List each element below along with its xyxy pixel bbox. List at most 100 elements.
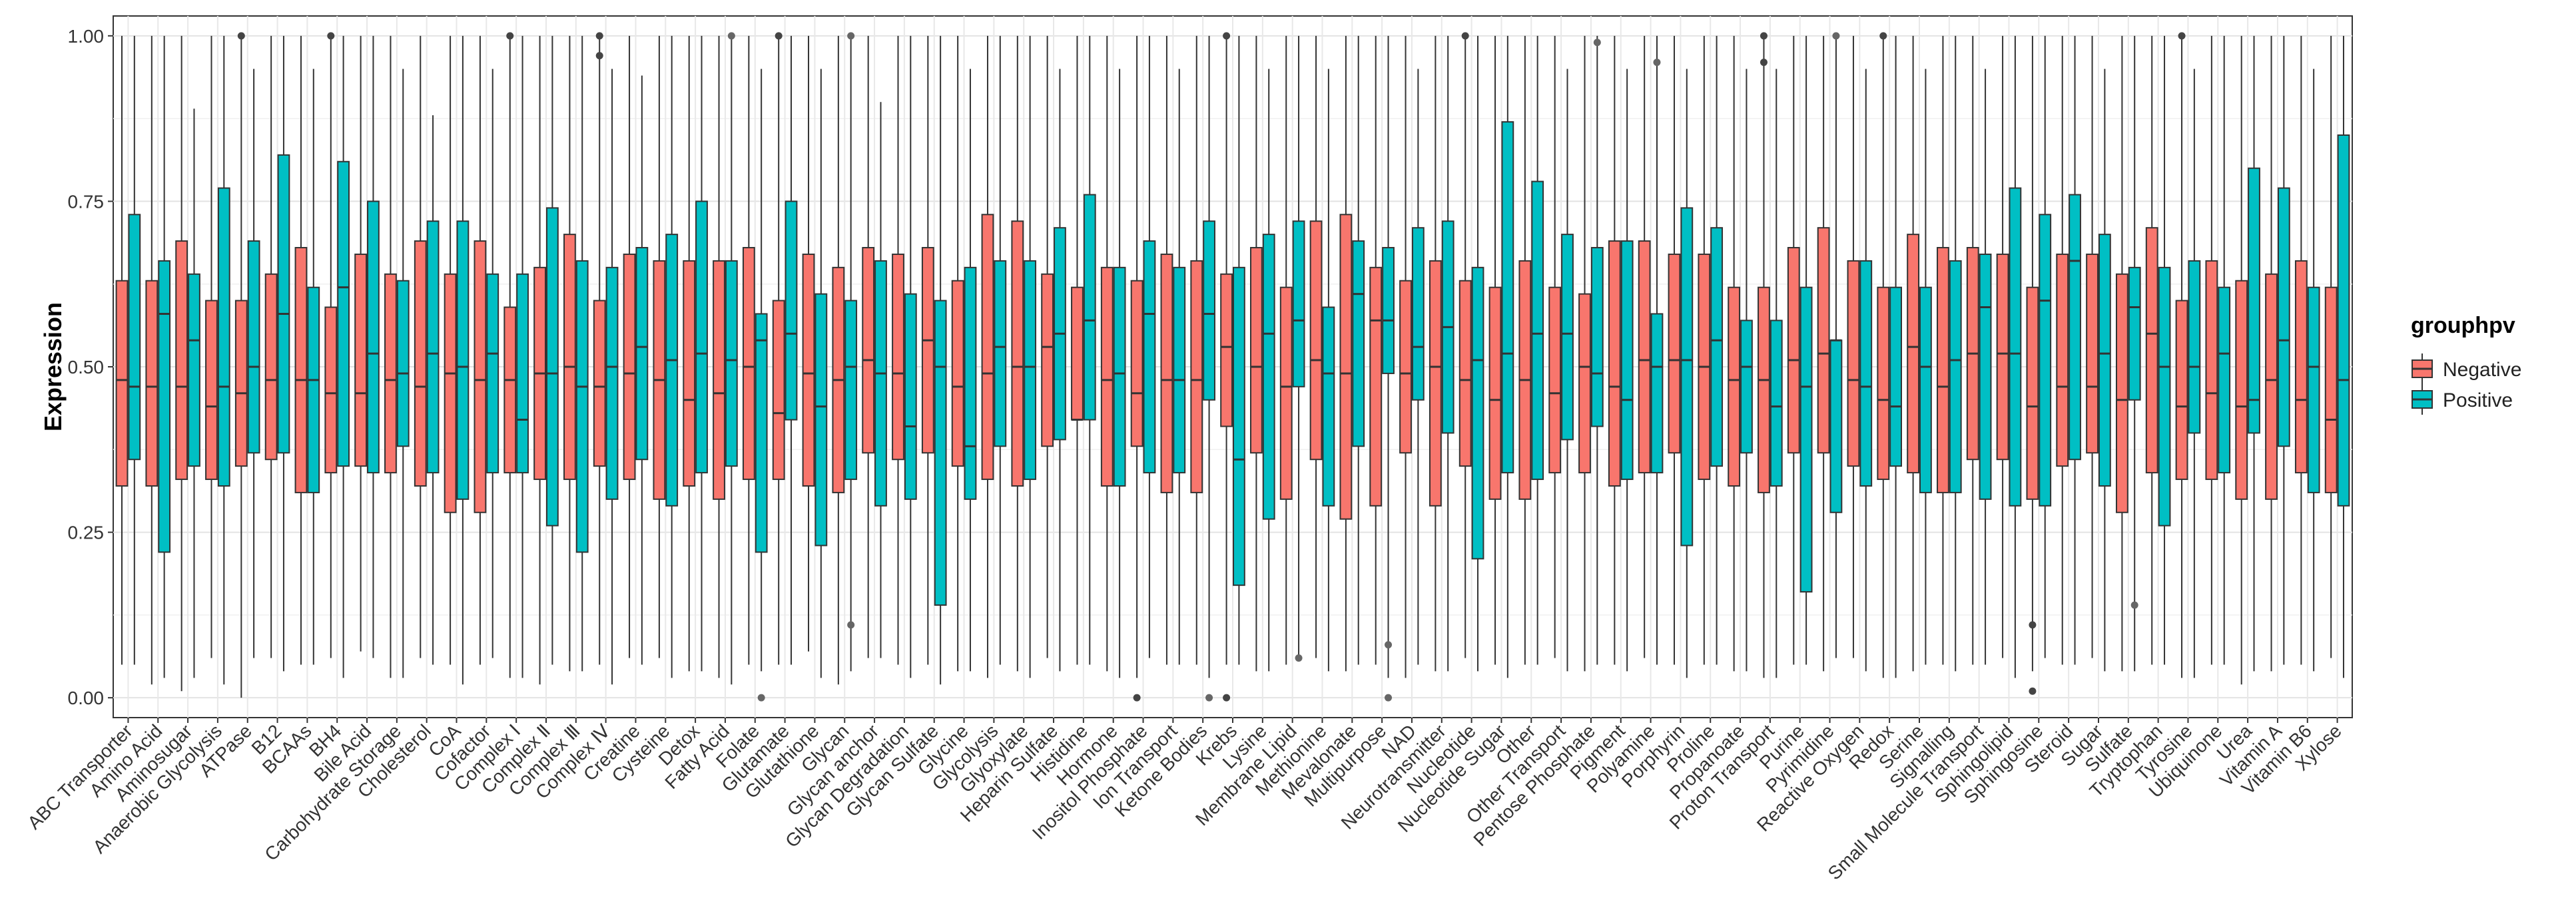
box-body — [1608, 240, 1621, 487]
box-positive-27 — [934, 35, 947, 685]
box-body — [1279, 286, 1293, 500]
box-positive-39 — [1292, 35, 1305, 658]
outlier-point — [1653, 59, 1661, 67]
box-negative-22 — [772, 35, 785, 665]
box-negative-74 — [2324, 35, 2338, 658]
box-body — [1369, 266, 1383, 507]
box-body — [2069, 194, 2081, 461]
box-negative-11 — [444, 35, 457, 665]
box-positive-6 — [307, 69, 320, 665]
box-body — [1083, 194, 1096, 421]
outlier-point — [327, 32, 335, 40]
box-body — [593, 300, 606, 467]
box-positive-66 — [2098, 69, 2111, 672]
outlier-point — [1385, 694, 1393, 702]
box-positive-52 — [1680, 69, 1694, 678]
box-positive-51 — [1650, 35, 1664, 665]
box-positive-70 — [2218, 35, 2231, 665]
box-negative-51 — [1638, 35, 1651, 658]
box-positive-5 — [277, 35, 290, 672]
box-negative-3 — [205, 35, 218, 658]
outlier-point — [775, 32, 783, 40]
box-negative-65 — [2056, 35, 2069, 665]
box-positive-31 — [1054, 69, 1066, 672]
box-positive-46 — [1501, 35, 1514, 678]
box-negative-59 — [1877, 35, 1890, 678]
box-negative-49 — [1578, 35, 1591, 672]
box-negative-50 — [1608, 35, 1621, 665]
box-positive-72 — [2277, 35, 2290, 665]
box-negative-35 — [1160, 35, 1173, 665]
box-positive-29 — [994, 35, 1007, 665]
box-negative-46 — [1488, 35, 1502, 665]
box-body — [874, 260, 887, 507]
box-body — [2056, 253, 2069, 467]
box-positive-8 — [367, 35, 380, 658]
y-tick-label: 0.25 — [68, 523, 105, 543]
box-body — [2277, 187, 2290, 447]
box-negative-19 — [683, 35, 696, 672]
box-body — [128, 214, 141, 461]
box-positive-60 — [1919, 69, 1932, 665]
box-body — [1770, 320, 1783, 487]
box-positive-69 — [2188, 69, 2201, 678]
box-body — [1787, 247, 1800, 454]
box-body — [1041, 273, 1054, 447]
outlier-point — [2130, 601, 2138, 609]
box-positive-19 — [695, 35, 708, 672]
box-body — [1160, 253, 1173, 493]
box-body — [1488, 286, 1502, 500]
outlier-point — [595, 52, 603, 60]
box-body — [1561, 234, 1574, 441]
box-body — [1352, 240, 1365, 447]
box-negative-48 — [1548, 35, 1562, 658]
box-positive-28 — [964, 69, 977, 672]
outlier-point — [595, 32, 603, 40]
box-negative-43 — [1399, 35, 1412, 678]
legend-label-positive: Positive — [2443, 389, 2513, 411]
box-positive-54 — [1740, 69, 1753, 672]
box-body — [635, 247, 649, 461]
box-body — [665, 234, 679, 507]
box-body — [456, 220, 470, 500]
y-tick-label: 1.00 — [68, 26, 105, 47]
box-positive-71 — [2248, 35, 2260, 672]
legend-label-negative: Negative — [2443, 359, 2521, 381]
box-body — [1071, 286, 1084, 421]
box-negative-5 — [264, 35, 278, 658]
box-positive-37 — [1233, 35, 1245, 665]
box-body — [1292, 220, 1305, 387]
box-positive-56 — [1799, 35, 1813, 665]
box-body — [2235, 280, 2248, 500]
box-body — [1501, 121, 1514, 474]
box-negative-52 — [1668, 35, 1681, 665]
box-positive-2 — [188, 109, 200, 678]
box-positive-15 — [575, 35, 589, 672]
outlier-point — [1760, 32, 1768, 40]
box-body — [892, 253, 904, 461]
box-body — [2039, 214, 2052, 507]
box-body — [367, 200, 380, 474]
box-negative-70 — [2205, 35, 2218, 665]
box-positive-53 — [1710, 35, 1724, 665]
box-negative-2 — [175, 35, 188, 692]
box-body — [1233, 266, 1245, 586]
box-negative-73 — [2294, 35, 2308, 665]
box-negative-4 — [234, 35, 248, 698]
box-negative-27 — [921, 35, 934, 665]
box-negative-8 — [354, 35, 368, 652]
box-body — [2307, 286, 2320, 493]
box-body — [217, 187, 230, 487]
legend-entry-positive: Positive — [2412, 384, 2513, 415]
box-positive-20 — [725, 35, 738, 685]
box-positive-33 — [1113, 69, 1126, 678]
box-body — [1680, 207, 1694, 547]
legend: grouphpv Negative Positive — [2411, 313, 2521, 415]
box-negative-0 — [115, 35, 129, 665]
box-body — [1143, 240, 1156, 474]
box-body — [1919, 286, 1932, 493]
legend-title: grouphpv — [2411, 313, 2515, 338]
box-negative-10 — [414, 35, 427, 658]
box-body — [1130, 280, 1143, 447]
